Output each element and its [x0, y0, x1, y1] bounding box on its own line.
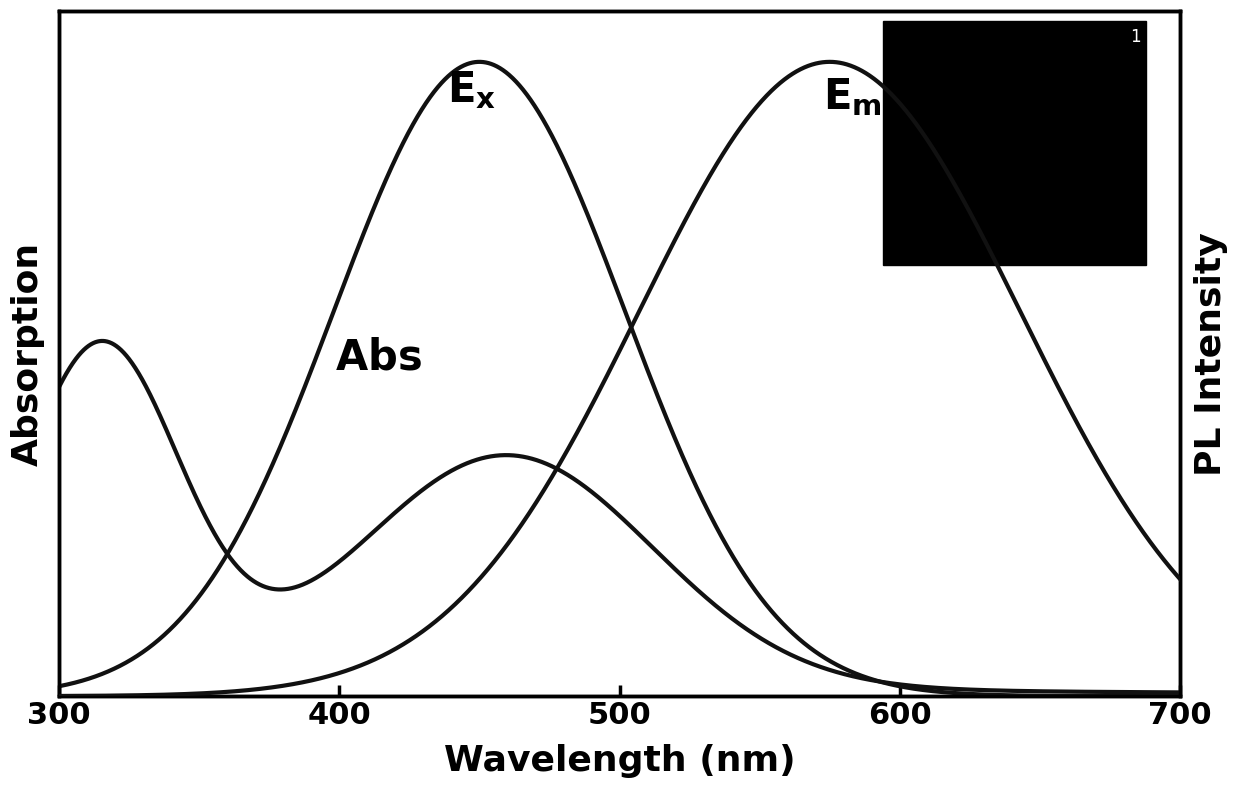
Text: $\mathbf{E_m}$: $\mathbf{E_m}$ [823, 76, 882, 118]
Bar [883, 21, 1146, 264]
X-axis label: Wavelength (nm): Wavelength (nm) [444, 744, 795, 778]
Y-axis label: PL Intensity: PL Intensity [1194, 232, 1228, 476]
Y-axis label: Absorption: Absorption [11, 241, 45, 466]
Text: $\mathbf{Abs}$: $\mathbf{Abs}$ [335, 336, 421, 378]
Text: $\mathbf{E_x}$: $\mathbf{E_x}$ [447, 69, 496, 111]
Text: 1: 1 [1130, 28, 1141, 47]
